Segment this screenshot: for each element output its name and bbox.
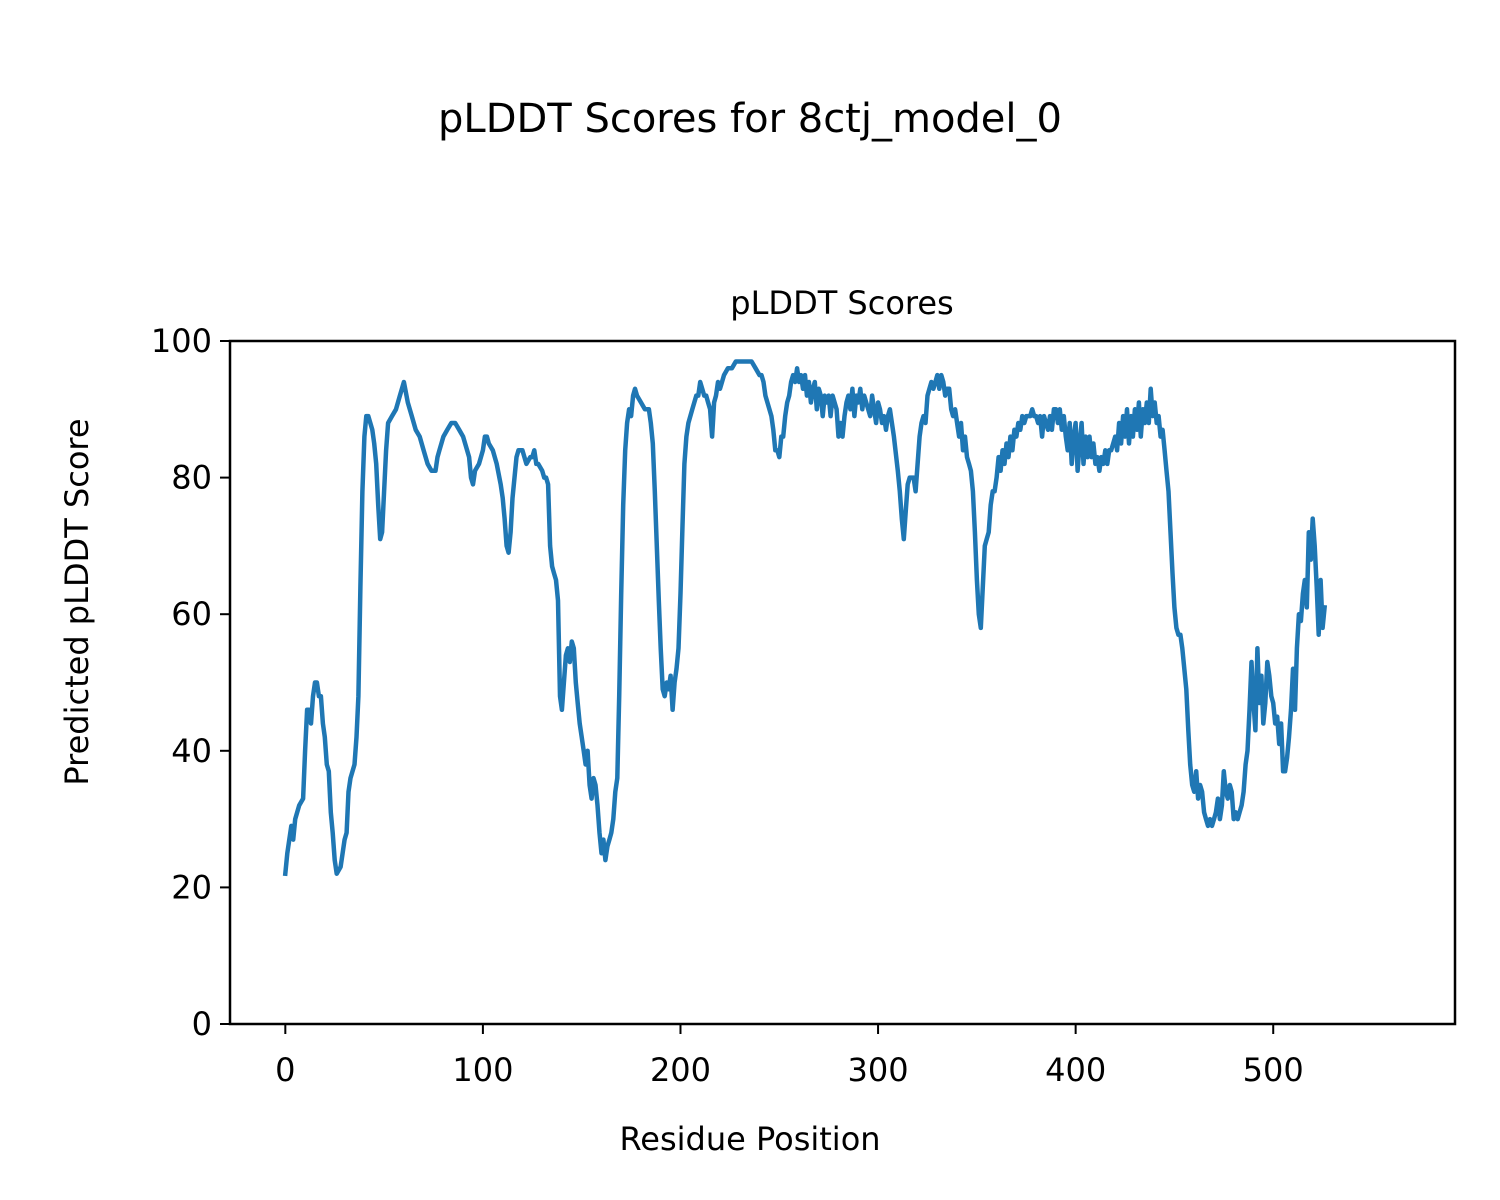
y-tick-label: 100 — [151, 322, 212, 360]
y-axis-label: Predicted pLDDT Score — [58, 418, 96, 785]
figure-title: pLDDT Scores for 8ctj_model_0 — [438, 96, 1062, 142]
plot-area — [228, 339, 1457, 1026]
x-tick-label: 500 — [1243, 1051, 1304, 1089]
x-tick-label: 200 — [650, 1051, 711, 1089]
x-tick-label: 100 — [452, 1051, 513, 1089]
axes-title: pLDDT Scores — [730, 284, 953, 322]
x-tick-label: 300 — [848, 1051, 909, 1089]
series-line-0 — [282, 359, 1328, 877]
axes-frame — [228, 339, 1457, 1026]
x-tick-label: 400 — [1045, 1051, 1106, 1089]
y-axis-ticks: 0 20 40 60 80 100 — [151, 322, 230, 1043]
y-tick-label: 0 — [192, 1005, 212, 1043]
x-axis-label: Residue Position — [619, 1120, 880, 1158]
line-layer — [282, 359, 1328, 877]
x-tick-label: 0 — [275, 1051, 295, 1089]
x-axis-ticks: 0 100 200 300 400 500 — [275, 1024, 1304, 1089]
y-tick-label: 20 — [171, 868, 212, 906]
y-tick-label: 40 — [171, 732, 212, 770]
y-tick-label: 80 — [171, 459, 212, 497]
y-tick-label: 60 — [171, 595, 212, 633]
